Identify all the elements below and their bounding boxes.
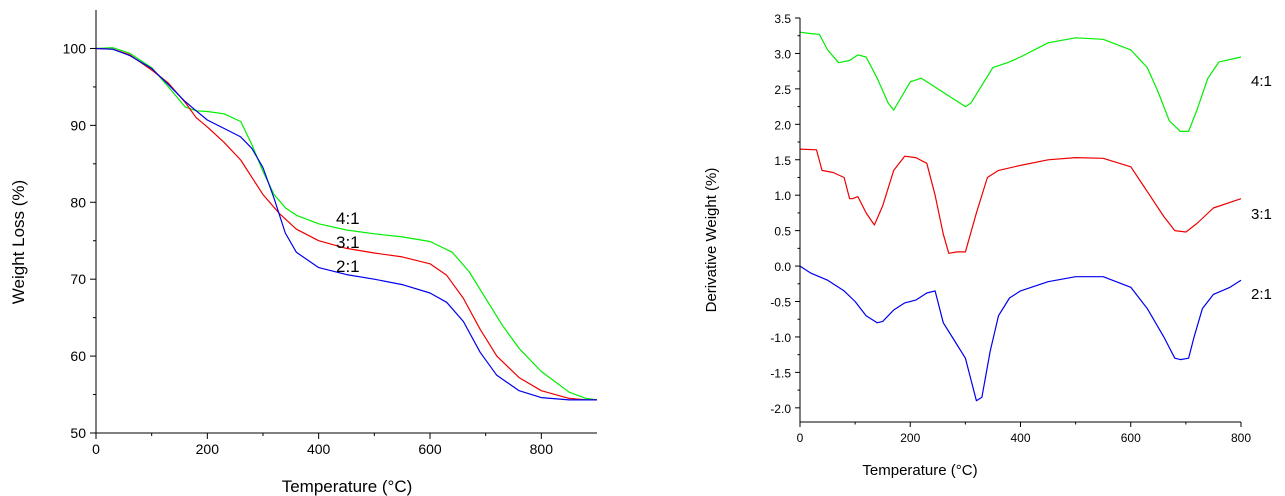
right-y-ticks: -2.0 -1.5 -1.0 -0.5 0.0 0.5 1.0 1.5 2.0 2.5 3.0 3.5 xyxy=(770,12,800,416)
left-y-tick-label: 90 xyxy=(70,117,86,133)
right-x-axis-title: Temperature (°C) xyxy=(862,462,977,479)
left-y-tick-label: 50 xyxy=(70,425,86,441)
right-series-line-3-1 xyxy=(799,148,1242,254)
left-x-axis-title: Temperature (°C) xyxy=(282,477,413,496)
right-y-tick-label: -1.0 xyxy=(770,331,791,345)
right-series-line-2-1 xyxy=(799,265,1242,402)
left-x-tick-label: 600 xyxy=(418,441,442,457)
left-y-tick-label: 100 xyxy=(63,40,87,56)
right-label-4-1: 4:1 xyxy=(1251,73,1272,90)
right-label-3-1: 3:1 xyxy=(1251,206,1272,223)
right-y-axis-title: Derivative Weight (%) xyxy=(703,168,720,313)
right-x-tick-label: 400 xyxy=(1010,431,1030,445)
left-label-2-1: 2:1 xyxy=(336,257,360,276)
right-label-2-1: 2:1 xyxy=(1251,286,1272,303)
left-x-tick-label: 0 xyxy=(92,441,100,457)
left-series-line-2-1 xyxy=(95,47,597,401)
left-y-ticks: 50 60 70 80 90 100 xyxy=(63,40,96,441)
right-y-tick-label: 2.5 xyxy=(774,83,791,97)
right-y-tick-label: -0.5 xyxy=(770,296,791,310)
right-y-tick-label: 3.0 xyxy=(774,47,791,61)
right-plot-area xyxy=(799,31,1242,402)
right-y-tick-label: 0.0 xyxy=(774,260,791,274)
right-y-tick-label: 2.0 xyxy=(774,118,791,132)
right-series-line-4-1 xyxy=(799,31,1242,132)
right-x-tick-label: 800 xyxy=(1231,431,1251,445)
left-label-3-1: 3:1 xyxy=(336,233,360,252)
right-x-tick-label: 200 xyxy=(900,431,920,445)
left-y-axis-title: Weight Loss (%) xyxy=(9,180,28,304)
right-y-tick-label: -2.0 xyxy=(770,402,791,416)
right-x-ticks: 0 200 400 600 800 xyxy=(797,422,1251,445)
right-x-tick-label: 600 xyxy=(1121,431,1141,445)
left-x-tick-label: 200 xyxy=(196,441,220,457)
right-y-tick-label: 1.0 xyxy=(774,189,791,203)
left-label-4-1: 4:1 xyxy=(336,209,360,228)
left-chart: 0 200 400 600 800 50 60 70 80 90 100 Temperature … xyxy=(9,10,598,496)
left-y-tick-label: 60 xyxy=(70,348,86,364)
left-x-tick-label: 400 xyxy=(307,441,331,457)
left-x-tick-label: 800 xyxy=(530,441,554,457)
left-series-line-4-1 xyxy=(95,47,598,401)
right-x-tick-label: 0 xyxy=(797,431,804,445)
right-y-tick-label: -1.5 xyxy=(770,366,791,380)
left-x-ticks: 0 200 400 600 800 xyxy=(92,433,553,457)
right-y-tick-label: 1.5 xyxy=(774,154,791,168)
left-y-tick-label: 70 xyxy=(70,271,86,287)
right-chart: 0 200 400 600 800 -2.0 -1.5 -1.0 -0.5 0.0 0.5 1.0 1… xyxy=(703,12,1272,479)
left-plot-area xyxy=(95,47,598,401)
right-y-tick-label: 0.5 xyxy=(774,225,791,239)
right-y-tick-label: 3.5 xyxy=(774,12,791,26)
left-y-tick-label: 80 xyxy=(70,194,86,210)
